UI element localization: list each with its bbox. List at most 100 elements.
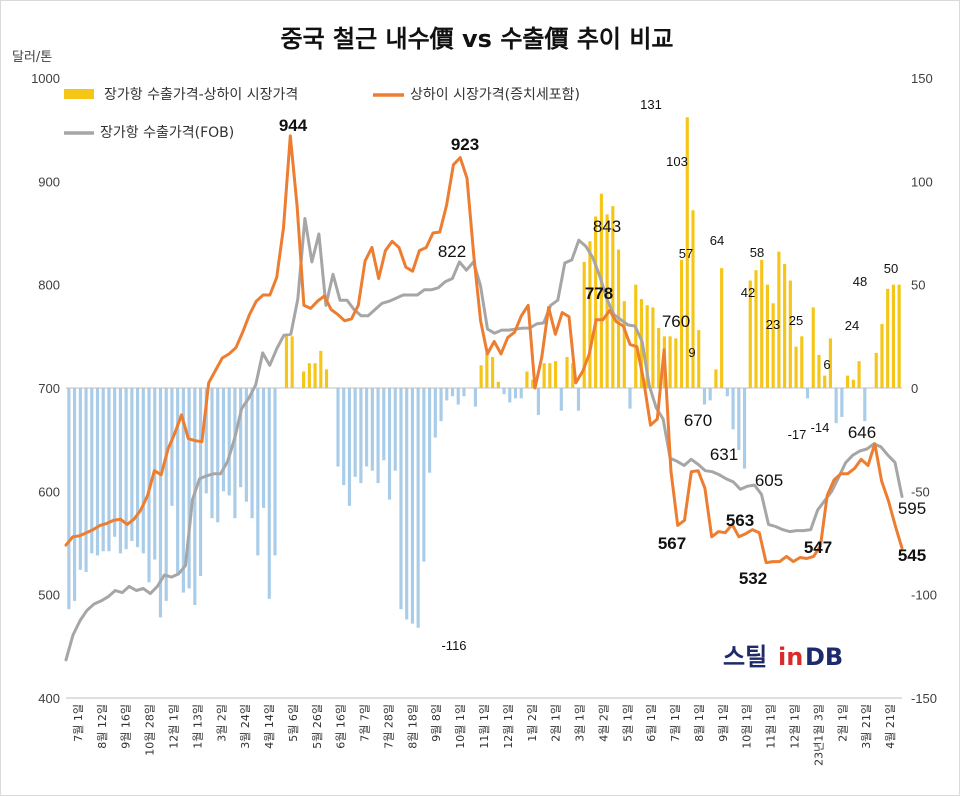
legend-label-spread: 장가항 수출가격-상하이 시장가격: [104, 87, 298, 103]
spread-bar: [244, 388, 248, 502]
spread-bar: [536, 388, 540, 415]
spread-bar: [800, 336, 804, 388]
annotation-label: 567: [658, 534, 686, 553]
x-tick-label: 23년1월 3일: [811, 704, 825, 766]
annotation-label: 532: [739, 569, 767, 588]
spread-bar: [851, 379, 855, 388]
spread-bar: [594, 216, 598, 388]
spread-bar: [811, 307, 815, 388]
spread-bar: [720, 268, 724, 388]
spread-bar: [336, 388, 340, 467]
spread-bar: [256, 388, 260, 556]
y-right-tick-label: 50: [911, 278, 925, 293]
spread-bar: [742, 388, 747, 469]
spread-bar: [170, 388, 174, 506]
y-axis-right: -150 -100 -50 0 50 100 150: [911, 71, 937, 706]
chart-title: 중국 철근 내수價 vs 수출價 추이 비교: [280, 25, 673, 53]
y-right-tick-label: 0: [911, 381, 918, 396]
spread-bar: [107, 388, 111, 552]
spread-bar: [101, 388, 105, 552]
spread-bar: [628, 388, 632, 409]
annotation-label: 595: [898, 499, 926, 518]
spread-bar: [176, 388, 180, 574]
spread-bar: [519, 388, 523, 399]
spread-bar: [136, 388, 140, 548]
spread-bar: [554, 361, 558, 388]
spread-bar: [90, 388, 94, 554]
x-tick-label: 12월 1일: [501, 704, 515, 749]
spread-bar: [582, 261, 586, 388]
spread-bar: [124, 388, 128, 550]
spread-bar: [233, 388, 237, 519]
spread-bar: [342, 388, 346, 486]
spread-bar: [67, 388, 71, 610]
x-tick-label: 12월 1일: [166, 704, 180, 749]
spread-bar: [685, 117, 689, 389]
spread-bar: [599, 193, 603, 388]
spread-bar: [399, 388, 403, 610]
spread-bar: [221, 388, 226, 492]
spread-bar: [353, 388, 357, 477]
spread-bar: [805, 388, 810, 399]
spread-bar: [95, 388, 100, 556]
y-left-tick-label: 900: [38, 174, 60, 189]
annotation-label: -14: [811, 420, 830, 435]
spread-bar: [428, 388, 432, 473]
spread-bar: [651, 307, 655, 388]
spread-bar: [565, 357, 569, 388]
x-tick-label: 8월 12일: [95, 704, 109, 749]
spread-bar: [118, 388, 122, 554]
spread-bar: [216, 388, 220, 523]
spread-bar: [611, 206, 615, 388]
x-tick-label: 3월 21일: [859, 704, 873, 749]
annotation-label: 103: [666, 154, 688, 169]
spread-bar: [525, 371, 529, 388]
logo-text-steel: 스틸: [723, 643, 767, 671]
y-left-tick-label: 600: [38, 484, 60, 499]
spread-bar: [158, 388, 163, 618]
spread-bar: [181, 388, 185, 593]
annotation-label: 843: [593, 217, 621, 236]
annotation-label: 25: [789, 313, 803, 328]
x-tick-label: 7월 7일: [358, 704, 372, 742]
x-tick-label: 7월 1일: [71, 704, 85, 742]
spread-bar: [198, 388, 203, 577]
annotation-label: 822: [438, 242, 466, 261]
spread-bar: [405, 388, 409, 620]
spread-bar: [273, 388, 277, 556]
x-tick-label: 7월 28일: [381, 704, 395, 749]
y-left-tick-label: 700: [38, 381, 60, 396]
annotation-label: 58: [750, 245, 764, 260]
spread-bar: [754, 270, 758, 388]
x-tick-label: 1월 2일: [525, 704, 539, 742]
spread-bar: [473, 388, 477, 407]
annotation-label: 48: [853, 274, 867, 289]
spread-bar: [777, 251, 781, 388]
spread-bar: [439, 388, 443, 422]
spread-bar: [387, 388, 392, 500]
spread-bar: [450, 388, 455, 397]
annotation-label: 6: [823, 357, 830, 372]
spread-bar: [840, 388, 844, 417]
spread-bar: [78, 388, 82, 570]
spread-bar: [748, 280, 752, 388]
spread-bar: [731, 388, 735, 430]
x-axis: 7월 1일 8월 12일 9월 16일 10월 28일 12월 1일 1월 13일 3월 2…: [71, 704, 897, 766]
spread-bar: [588, 241, 592, 388]
x-tick-label: 5월 26일: [310, 704, 324, 749]
x-tick-label: 10월 1일: [453, 704, 467, 749]
spread-bar: [479, 365, 483, 388]
annotation-label: -116: [441, 638, 466, 653]
annotation-label: 547: [804, 538, 832, 557]
x-tick-label: 11월 1일: [477, 704, 491, 749]
legend-label-fob: 장가항 수출가격(FOB): [100, 125, 234, 141]
spread-bar: [886, 288, 890, 388]
spread-bar: [674, 338, 678, 388]
x-tick-label: 4월 2일: [596, 704, 610, 742]
logo-text-in: in: [778, 643, 803, 671]
x-tick-label: 4월 21일: [883, 704, 897, 749]
x-tick-label: 1월 13일: [190, 704, 204, 749]
spread-bar: [863, 388, 867, 422]
spread-bar: [634, 284, 638, 388]
spread-bar: [725, 388, 729, 397]
